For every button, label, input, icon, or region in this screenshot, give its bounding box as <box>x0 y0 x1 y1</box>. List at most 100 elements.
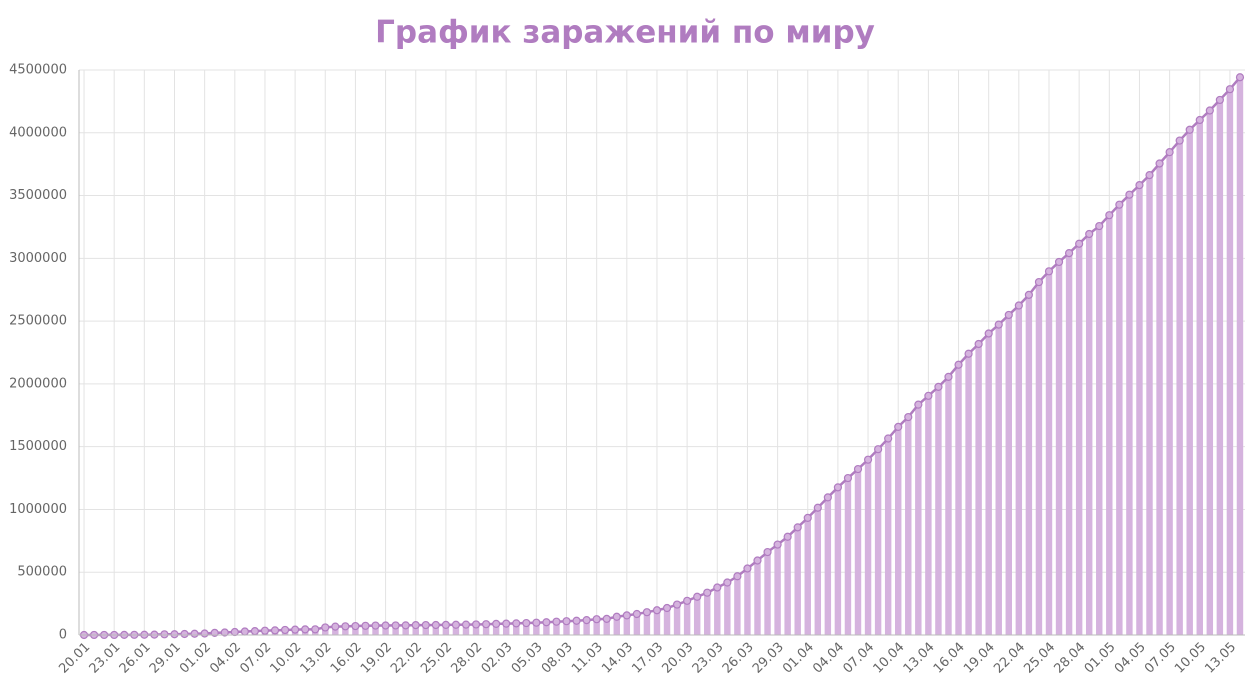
x-tick-label: 25.02 <box>418 640 455 677</box>
y-tick-label: 0 <box>59 628 67 643</box>
point <box>1085 229 1094 239</box>
point <box>662 603 672 613</box>
bar <box>502 623 510 635</box>
bar <box>804 517 811 635</box>
x-tick-label: 20.03 <box>660 640 697 677</box>
bar <box>955 364 962 635</box>
bar <box>442 624 450 635</box>
point <box>884 434 893 443</box>
point <box>1145 171 1154 180</box>
point <box>642 608 652 617</box>
point <box>220 628 229 637</box>
bar <box>1226 89 1234 635</box>
bar <box>543 622 550 635</box>
bar <box>342 626 349 635</box>
x-tick-label: 22.04 <box>991 640 1028 677</box>
point <box>291 625 300 634</box>
bar <box>563 621 570 635</box>
bar <box>794 527 801 635</box>
bar <box>985 333 992 635</box>
x-tick-label: 07.05 <box>1142 640 1179 677</box>
bar <box>724 582 731 635</box>
bar <box>613 616 620 635</box>
x-tick-label: 13.04 <box>901 640 938 677</box>
bar <box>412 625 419 635</box>
point <box>411 621 420 630</box>
bar <box>1065 253 1073 635</box>
point <box>683 596 692 605</box>
point <box>994 320 1003 329</box>
bar <box>754 560 761 635</box>
y-tick-label: 500000 <box>17 565 67 580</box>
point <box>1195 115 1204 125</box>
point <box>391 621 400 630</box>
chart-title: График заражений по миру <box>375 15 875 51</box>
bar <box>864 459 872 635</box>
x-tick-label: 16.04 <box>931 640 968 677</box>
point <box>492 619 501 629</box>
x-tick-label: 04.04 <box>810 640 847 677</box>
x-tick-label: 23.03 <box>690 640 727 677</box>
point <box>753 556 762 565</box>
bar <box>704 592 711 635</box>
bar <box>693 596 701 635</box>
point <box>230 627 239 637</box>
x-tick-label: 13.02 <box>298 640 335 677</box>
bar <box>432 625 440 635</box>
point <box>471 620 481 629</box>
x-tick-label: 10.02 <box>267 640 304 677</box>
y-tick-label: 1500000 <box>9 439 67 454</box>
x-tick-label: 07.04 <box>840 640 877 677</box>
point <box>763 547 772 557</box>
bar <box>513 623 520 635</box>
point <box>1215 95 1224 105</box>
bar <box>1236 77 1244 635</box>
point <box>1075 239 1084 248</box>
bar <box>714 587 721 635</box>
point <box>1024 290 1033 299</box>
bar <box>372 625 379 635</box>
bar <box>422 625 430 635</box>
bar <box>744 568 751 635</box>
bar <box>894 426 902 635</box>
point <box>1125 190 1134 199</box>
point <box>592 615 601 624</box>
bar <box>884 438 892 635</box>
point <box>622 611 631 620</box>
point <box>803 513 812 523</box>
point <box>853 464 863 474</box>
bar <box>673 604 681 635</box>
y-tick-label: 2000000 <box>9 376 67 391</box>
bar <box>905 417 912 635</box>
point <box>783 532 792 541</box>
bar <box>854 469 862 635</box>
x-tick-label: 26.03 <box>720 640 757 677</box>
point <box>713 583 722 592</box>
point <box>693 592 702 601</box>
bar <box>402 625 409 635</box>
x-tick-label: 29.03 <box>750 640 787 677</box>
point <box>984 329 993 338</box>
point <box>1175 136 1184 145</box>
bar <box>834 487 842 635</box>
bar <box>452 624 460 635</box>
bar <box>874 449 882 635</box>
point <box>1014 301 1023 310</box>
bar <box>1025 294 1033 635</box>
x-tick-label: 25.04 <box>1021 640 1058 677</box>
point <box>632 609 641 619</box>
x-tick-label: 23.01 <box>87 640 124 677</box>
point <box>552 617 561 626</box>
point <box>381 621 390 630</box>
point <box>874 445 883 454</box>
point <box>431 620 440 630</box>
point <box>451 620 461 629</box>
point <box>160 630 169 639</box>
bar <box>995 324 1002 635</box>
point <box>1095 221 1104 231</box>
point <box>672 600 682 609</box>
point <box>461 620 471 629</box>
point <box>542 618 551 627</box>
x-tick-label: 01.04 <box>780 640 817 677</box>
